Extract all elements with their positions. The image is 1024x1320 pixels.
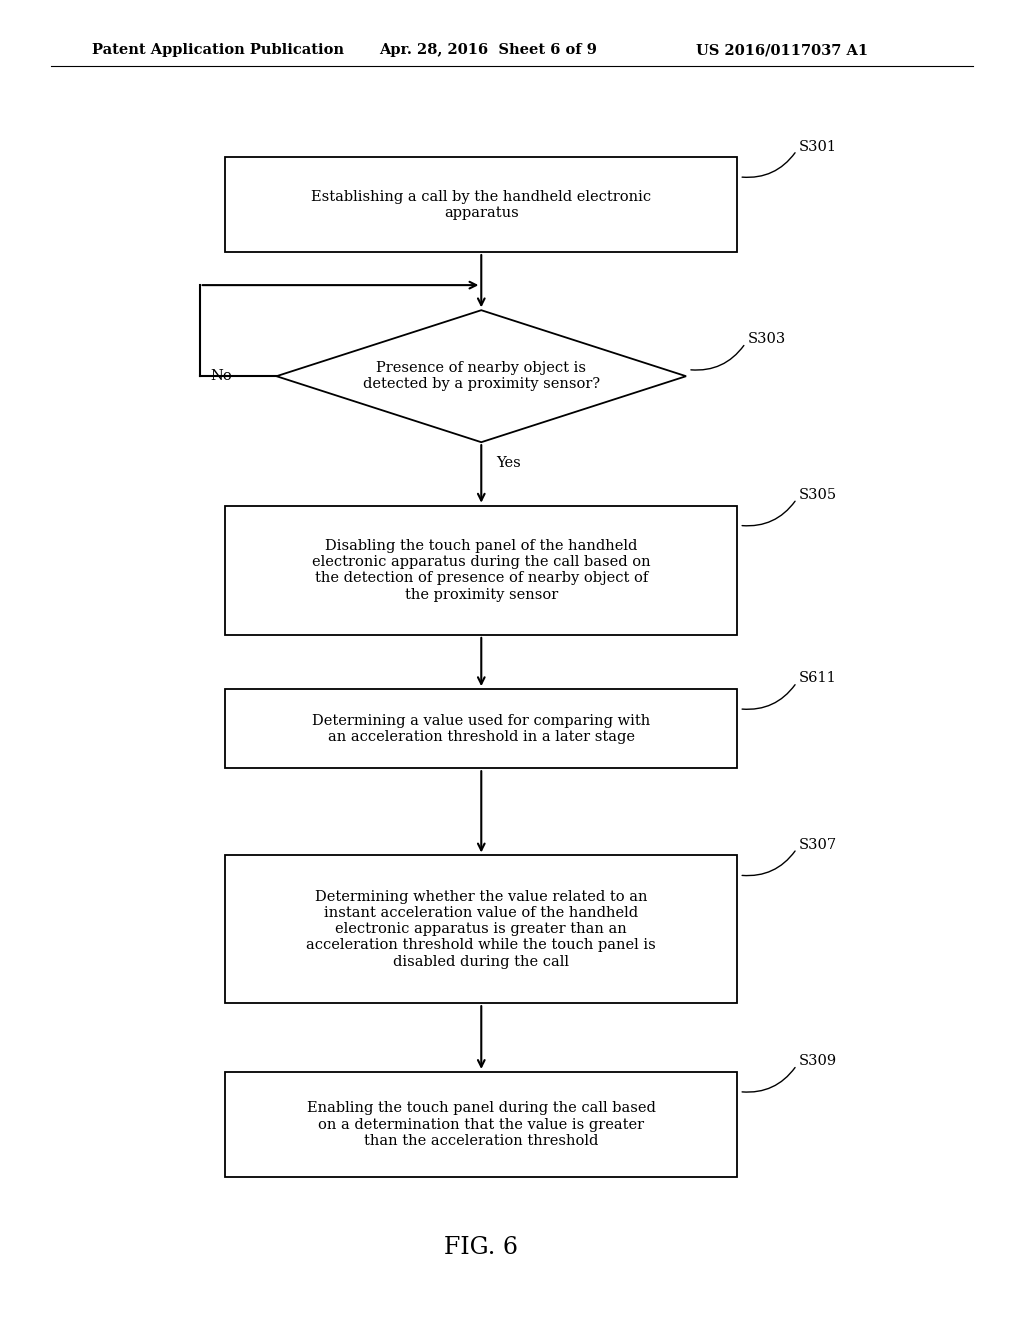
Text: Establishing a call by the handheld electronic
apparatus: Establishing a call by the handheld elec… bbox=[311, 190, 651, 219]
Bar bbox=[225, 1072, 737, 1177]
Bar bbox=[225, 157, 737, 252]
Text: S307: S307 bbox=[799, 838, 837, 851]
Bar bbox=[225, 689, 737, 768]
Polygon shape bbox=[276, 310, 686, 442]
Text: Disabling the touch panel of the handheld
electronic apparatus during the call b: Disabling the touch panel of the handhel… bbox=[312, 539, 650, 602]
Text: Yes: Yes bbox=[497, 457, 521, 470]
Text: Enabling the touch panel during the call based
on a determination that the value: Enabling the touch panel during the call… bbox=[307, 1101, 655, 1148]
Text: S303: S303 bbox=[748, 333, 785, 346]
Text: S309: S309 bbox=[799, 1055, 837, 1068]
Text: Presence of nearby object is
detected by a proximity sensor?: Presence of nearby object is detected by… bbox=[362, 362, 600, 391]
Text: S301: S301 bbox=[799, 140, 837, 153]
Text: Patent Application Publication: Patent Application Publication bbox=[92, 44, 344, 57]
Bar bbox=[225, 506, 737, 635]
Text: Determining whether the value related to an
instant acceleration value of the ha: Determining whether the value related to… bbox=[306, 890, 656, 969]
Text: US 2016/0117037 A1: US 2016/0117037 A1 bbox=[696, 44, 868, 57]
Text: S611: S611 bbox=[799, 672, 837, 685]
Text: No: No bbox=[210, 370, 231, 383]
Bar bbox=[225, 855, 737, 1003]
Text: Apr. 28, 2016  Sheet 6 of 9: Apr. 28, 2016 Sheet 6 of 9 bbox=[379, 44, 597, 57]
Text: FIG. 6: FIG. 6 bbox=[444, 1236, 518, 1259]
Text: Determining a value used for comparing with
an acceleration threshold in a later: Determining a value used for comparing w… bbox=[312, 714, 650, 743]
Text: S305: S305 bbox=[799, 488, 837, 502]
